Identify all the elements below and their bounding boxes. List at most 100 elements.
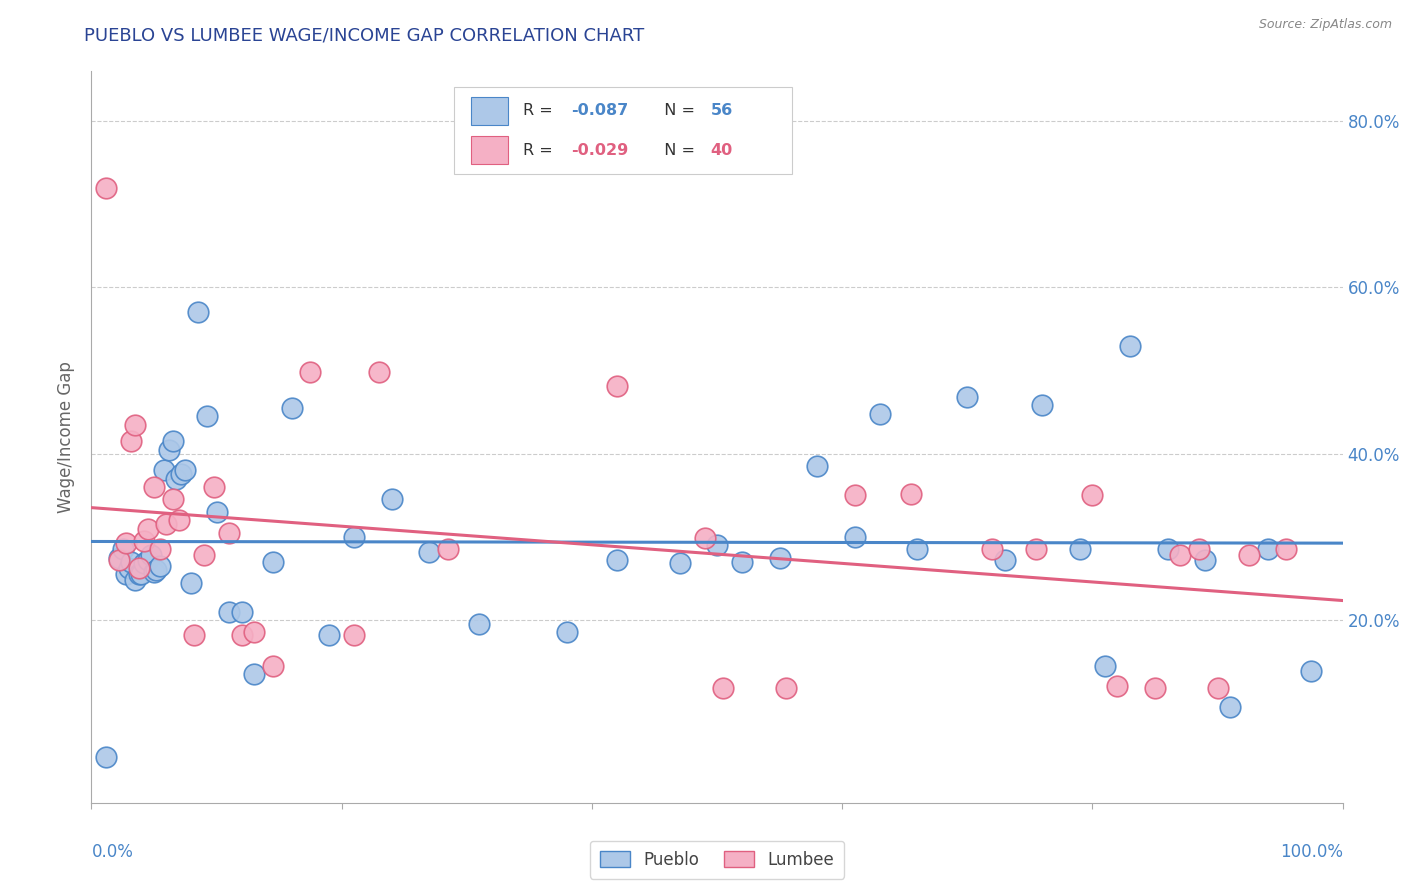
Text: R =: R = <box>523 103 558 119</box>
Lumbee <box>1188 542 1211 557</box>
Lumbee <box>343 628 366 642</box>
Bar <box>471 97 508 125</box>
Y-axis label: Wage/Income Gap: Wage/Income Gap <box>58 361 76 513</box>
Pueblo <box>180 575 202 590</box>
Pueblo <box>141 548 163 562</box>
Pueblo <box>318 628 340 642</box>
Lumbee <box>1168 548 1191 562</box>
Pueblo <box>132 557 155 571</box>
Pueblo <box>994 553 1017 567</box>
Pueblo <box>1119 338 1142 352</box>
Lumbee <box>606 378 628 392</box>
Lumbee <box>128 561 150 575</box>
Pueblo <box>1301 665 1323 679</box>
Text: 0.0%: 0.0% <box>91 843 134 861</box>
Lumbee <box>155 517 177 532</box>
Lumbee <box>1206 681 1229 695</box>
Lumbee <box>1237 548 1260 562</box>
FancyBboxPatch shape <box>454 87 792 174</box>
Text: 100.0%: 100.0% <box>1279 843 1343 861</box>
Pueblo <box>606 553 628 567</box>
Pueblo <box>1219 700 1241 714</box>
Text: PUEBLO VS LUMBEE WAGE/INCOME GAP CORRELATION CHART: PUEBLO VS LUMBEE WAGE/INCOME GAP CORRELA… <box>84 27 644 45</box>
Pueblo <box>149 558 172 573</box>
Pueblo <box>205 505 228 519</box>
Lumbee <box>115 536 138 550</box>
Text: -0.087: -0.087 <box>571 103 628 119</box>
Pueblo <box>111 542 134 557</box>
Lumbee <box>1275 542 1298 557</box>
Lumbee <box>243 625 266 640</box>
Pueblo <box>806 459 828 474</box>
Pueblo <box>124 573 146 587</box>
Lumbee <box>262 658 284 673</box>
Pueblo <box>343 530 366 544</box>
Pueblo <box>869 407 891 421</box>
Lumbee <box>844 488 866 502</box>
Pueblo <box>174 463 197 477</box>
Lumbee <box>775 681 797 695</box>
Pueblo <box>145 563 167 577</box>
Lumbee <box>711 681 734 695</box>
Pueblo <box>166 472 188 486</box>
Lumbee <box>167 513 190 527</box>
Lumbee <box>136 521 159 535</box>
Pueblo <box>108 550 131 565</box>
Pueblo <box>162 434 184 449</box>
Pueblo <box>170 467 193 482</box>
Pueblo <box>468 617 491 632</box>
Pueblo <box>231 605 253 619</box>
Text: 56: 56 <box>711 103 733 119</box>
Lumbee <box>900 486 922 500</box>
Lumbee <box>96 180 118 194</box>
Text: N =: N = <box>654 143 700 158</box>
Pueblo <box>956 390 979 404</box>
Lumbee <box>143 480 166 494</box>
Bar <box>471 136 508 164</box>
Lumbee <box>124 417 146 432</box>
Pueblo <box>120 555 142 569</box>
Text: Source: ZipAtlas.com: Source: ZipAtlas.com <box>1258 18 1392 31</box>
Text: -0.029: -0.029 <box>571 143 628 158</box>
Pueblo <box>153 463 176 477</box>
Pueblo <box>381 492 404 507</box>
Lumbee <box>218 525 240 540</box>
Text: 40: 40 <box>711 143 733 158</box>
Lumbee <box>1107 680 1129 694</box>
Lumbee <box>1081 488 1104 502</box>
Pueblo <box>418 545 440 559</box>
Pueblo <box>1194 553 1216 567</box>
Lumbee <box>981 542 1004 557</box>
Lumbee <box>202 480 225 494</box>
Pueblo <box>143 565 166 579</box>
Lumbee <box>1143 681 1166 695</box>
Lumbee <box>120 434 142 449</box>
Pueblo <box>96 750 118 764</box>
Pueblo <box>1031 399 1053 413</box>
Lumbee <box>193 548 215 562</box>
Lumbee <box>231 628 253 642</box>
Pueblo <box>187 305 209 319</box>
Pueblo <box>128 567 150 582</box>
Pueblo <box>195 409 218 424</box>
Pueblo <box>706 538 728 552</box>
Pueblo <box>768 550 790 565</box>
Lumbee <box>108 553 131 567</box>
Lumbee <box>162 492 184 507</box>
Lumbee <box>132 533 155 548</box>
Text: R =: R = <box>523 143 558 158</box>
Pueblo <box>157 442 180 457</box>
Pueblo <box>731 555 754 569</box>
Lumbee <box>368 365 391 379</box>
Text: N =: N = <box>654 103 700 119</box>
Pueblo <box>115 567 138 582</box>
Pueblo <box>136 553 159 567</box>
Lumbee <box>1025 542 1047 557</box>
Pueblo <box>1156 542 1178 557</box>
Pueblo <box>668 557 690 571</box>
Pueblo <box>243 667 266 681</box>
Pueblo <box>280 401 302 415</box>
Pueblo <box>118 561 141 575</box>
Pueblo <box>844 530 866 544</box>
Pueblo <box>131 567 153 582</box>
